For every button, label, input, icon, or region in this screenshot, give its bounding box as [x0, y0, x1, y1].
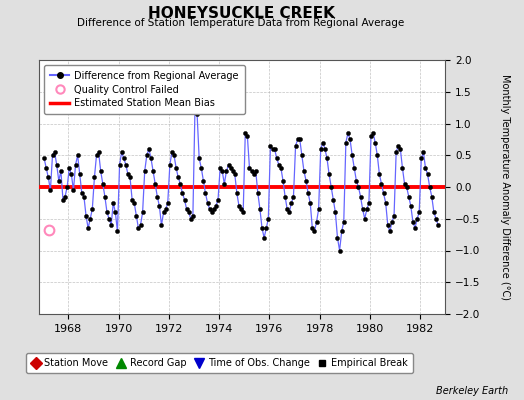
Text: Berkeley Earth: Berkeley Earth	[436, 386, 508, 396]
Legend: Station Move, Record Gap, Time of Obs. Change, Empirical Break: Station Move, Record Gap, Time of Obs. C…	[26, 354, 412, 373]
Text: HONEYSUCKLE CREEK: HONEYSUCKLE CREEK	[148, 6, 334, 21]
Text: Difference of Station Temperature Data from Regional Average: Difference of Station Temperature Data f…	[78, 18, 405, 28]
Y-axis label: Monthly Temperature Anomaly Difference (°C): Monthly Temperature Anomaly Difference (…	[500, 74, 510, 300]
Legend: Difference from Regional Average, Quality Control Failed, Estimated Station Mean: Difference from Regional Average, Qualit…	[44, 65, 245, 114]
